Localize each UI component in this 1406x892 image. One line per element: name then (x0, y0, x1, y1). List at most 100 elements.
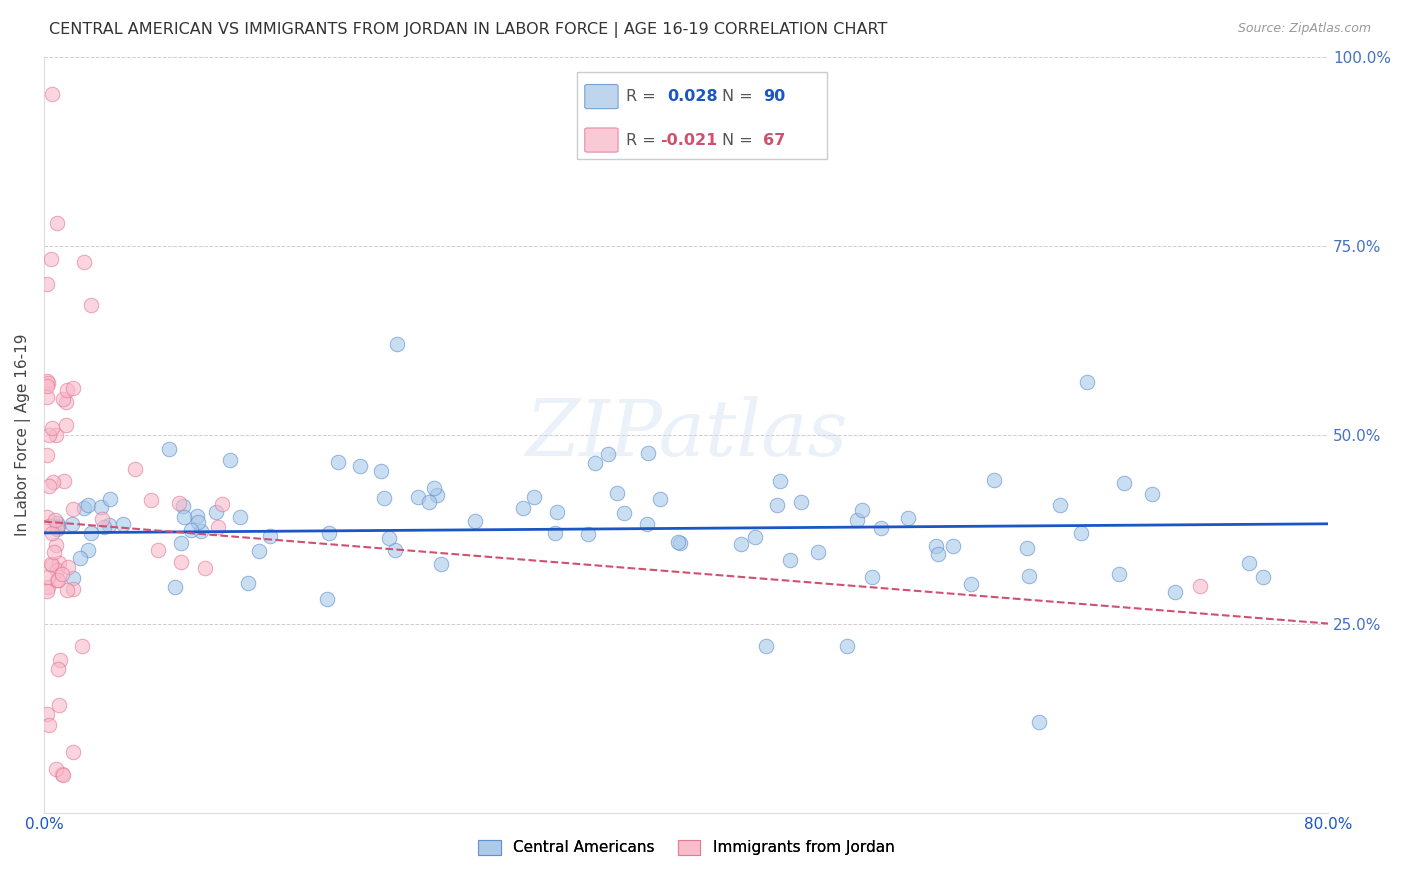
Point (370, 464, 392, 478)
Point (512, 501, 534, 516)
Point (194, 561, 217, 575)
Point (37, 584, 59, 599)
FancyBboxPatch shape (585, 128, 619, 153)
Text: 67: 67 (763, 133, 786, 147)
Text: CENTRAL AMERICAN VS IMMIGRANTS FROM JORDAN IN LABOR FORCE | AGE 16-19 CORRELATIO: CENTRAL AMERICAN VS IMMIGRANTS FROM JORD… (49, 22, 887, 38)
Point (755, 639, 778, 653)
Point (744, 530, 766, 544)
Point (77, 543, 100, 558)
Point (45, 762, 67, 776)
Text: Source: ZipAtlas.com: Source: ZipAtlas.com (1237, 22, 1371, 36)
Point (1070, 525, 1092, 540)
Point (190, 524, 212, 538)
Point (172, 499, 194, 513)
FancyBboxPatch shape (576, 71, 827, 159)
Point (669, 536, 692, 550)
Point (1076, 375, 1098, 389)
Point (44, 545, 66, 559)
Point (80, 525, 103, 540)
Point (229, 509, 252, 524)
Point (44, 513, 66, 527)
Point (39, 252, 62, 266)
Point (349, 458, 371, 473)
Point (1028, 714, 1050, 729)
Point (1018, 569, 1040, 583)
Point (124, 462, 146, 476)
Point (51, 566, 73, 581)
Point (38, 519, 60, 533)
Point (52, 768, 75, 782)
Point (316, 592, 339, 607)
Text: ZIPatlas: ZIPatlas (524, 396, 848, 473)
Point (41, 87, 63, 102)
Point (1237, 556, 1260, 570)
Text: R =: R = (626, 89, 661, 104)
Point (55, 417, 77, 432)
Point (90, 512, 112, 526)
Point (69, 550, 91, 565)
Point (60, 516, 83, 531)
Point (546, 504, 568, 518)
Point (406, 491, 429, 505)
Point (790, 495, 813, 509)
Point (1251, 570, 1274, 584)
Point (207, 520, 229, 534)
Point (73, 501, 96, 516)
Point (46, 516, 69, 530)
Point (846, 513, 869, 527)
Point (46, 662, 69, 676)
Point (146, 543, 169, 558)
Text: R =: R = (626, 133, 661, 147)
Point (259, 529, 281, 543)
Point (637, 445, 659, 459)
Point (378, 531, 401, 545)
Point (897, 510, 920, 524)
Text: N =: N = (723, 133, 758, 147)
Point (70, 640, 93, 654)
Text: N =: N = (723, 89, 758, 104)
Point (422, 481, 444, 495)
Point (418, 495, 440, 509)
Point (55, 395, 77, 409)
Point (93, 520, 115, 534)
Point (219, 453, 242, 467)
Point (111, 516, 134, 531)
Text: 0.028: 0.028 (666, 89, 717, 104)
Point (38, 478, 60, 492)
Point (52, 392, 75, 407)
Point (38, 717, 60, 731)
Y-axis label: In Labor Force | Age 16-19: In Labor Force | Age 16-19 (15, 334, 31, 536)
Point (598, 447, 620, 461)
Point (163, 580, 186, 594)
Point (544, 526, 567, 541)
Point (1188, 579, 1211, 593)
Point (173, 510, 195, 524)
Point (870, 521, 893, 535)
Point (52, 474, 75, 488)
Point (46, 573, 69, 587)
Point (925, 539, 948, 553)
Point (779, 553, 801, 567)
Point (170, 536, 193, 550)
Point (211, 497, 233, 511)
Point (1140, 487, 1163, 501)
Point (37, 707, 59, 722)
Legend: Central Americans, Immigrants from Jordan: Central Americans, Immigrants from Jorda… (472, 834, 900, 862)
Point (37, 374, 59, 388)
Point (983, 473, 1005, 487)
Point (387, 337, 409, 351)
Point (48, 557, 70, 571)
Point (55, 383, 77, 397)
Point (384, 542, 406, 557)
FancyBboxPatch shape (585, 85, 619, 109)
Point (927, 547, 949, 561)
Point (170, 555, 193, 569)
Point (650, 491, 672, 506)
Point (666, 534, 689, 549)
Point (157, 442, 180, 456)
Point (37, 390, 59, 404)
Point (167, 496, 190, 510)
Point (46, 519, 69, 533)
Point (205, 505, 228, 519)
Point (62, 502, 84, 516)
